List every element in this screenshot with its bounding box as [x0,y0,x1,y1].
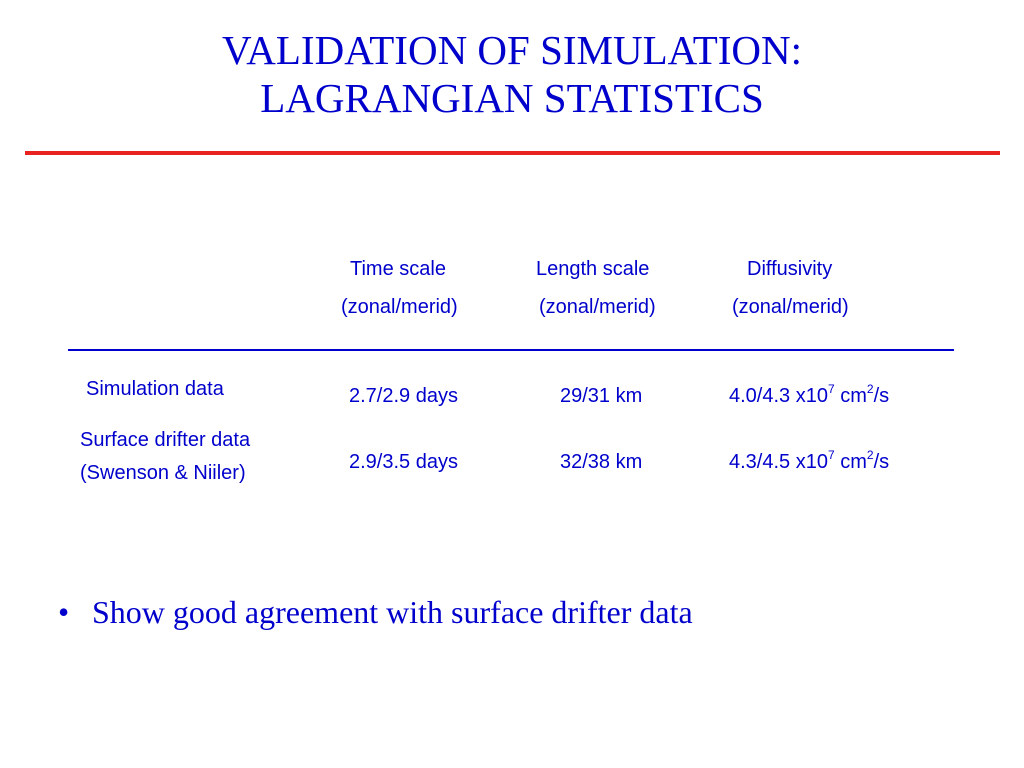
table-header-divider [68,349,954,351]
header-time-scale: Time scale [350,258,446,280]
header-diffusivity-sub: (zonal/merid) [732,296,849,318]
cell-diffusivity: 4.3/4.5 x107 cm2/s [729,448,890,473]
header-length-scale-sub: (zonal/merid) [539,296,656,318]
cell-diffusivity: 4.0/4.3 x107 cm2/s [729,382,890,407]
header-time-scale-sub: (zonal/merid) [341,296,458,318]
bullet-text: Show good agreement with surface drifter… [92,594,693,630]
bullet-symbol: • [58,594,70,630]
cell-length-scale: 29/31 km [560,385,643,407]
title-line-2: LAGRANGIAN STATISTICS [260,75,764,121]
header-diffusivity: Diffusivity [747,258,833,280]
row-label-simulation: Simulation data [86,378,224,400]
title-line-1: VALIDATION OF SIMULATION: [221,27,803,73]
row-label-drifter: Surface drifter data [80,429,251,451]
cell-time-scale: 2.9/3.5 days [349,451,458,473]
cell-length-scale: 32/38 km [560,451,643,473]
slide-title: VALIDATION OF SIMULATION: LAGRANGIAN STA… [0,26,1024,122]
cell-time-scale: 2.7/2.9 days [349,385,458,407]
header-length-scale: Length scale [536,258,650,280]
title-divider [25,151,1000,155]
row-label-drifter-source: (Swenson & Niiler) [80,462,246,484]
bullet-item: • Show good agreement with surface drifte… [58,592,693,632]
